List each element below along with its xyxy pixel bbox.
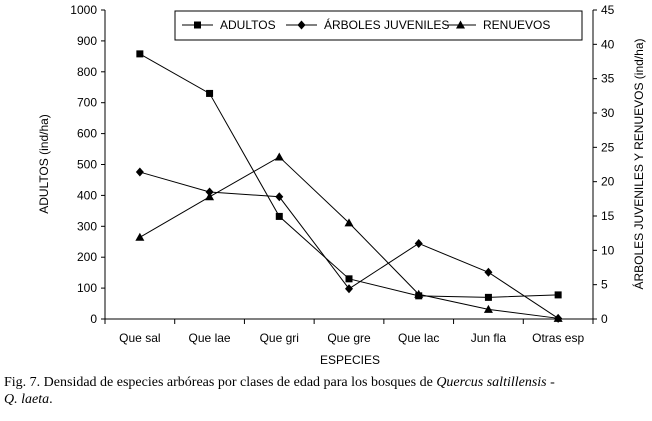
right-tick-label: 10 [601,243,615,257]
data-point [205,187,214,197]
data-point [206,89,214,97]
data-point [553,313,563,322]
series-line [139,53,559,298]
x-tick-label: Que gri [260,331,299,345]
x-tick-label: Que lac [398,331,439,345]
data-point [274,152,284,161]
caption-species-2: Q. laeta [4,392,50,407]
x-tick-label: Que gre [327,331,371,345]
x-tick-label: Que lae [189,331,231,345]
series-1 [135,167,563,323]
left-axis-ticks: 0 100 200 300 400 500 600 700 800 900 1000 [70,3,105,326]
series-2 [135,152,563,322]
caption-species-1: Quercus saltillensis [436,375,547,390]
right-tick-label: 35 [601,72,615,86]
left-tick-label: 300 [77,219,97,233]
right-tick-label: 20 [601,175,615,189]
data-point [484,293,492,301]
legend-label: RENUEVOS [483,18,550,32]
data-point [135,167,144,177]
data-point [275,192,284,202]
legend-label: ADULTOS [220,18,276,32]
data-point [344,218,354,227]
right-tick-label: 30 [601,106,615,120]
y-axis-title: ADULTOS (ind/ha) [37,114,51,214]
legend-box [174,10,583,41]
right-tick-label: 25 [601,140,615,154]
legend-marker [194,21,201,29]
left-tick-label: 400 [77,188,97,202]
left-tick-label: 0 [90,312,97,326]
chart: 0 100 200 300 400 500 600 700 800 900 1000 0 5 10 15 2… [37,3,646,367]
legend: ADULTOS ÁRBOLES JUVENILES RENUEVOS [174,10,583,41]
left-tick-label: 1000 [70,3,97,17]
figure-caption: Fig. 7. Densidad de especies arbóreas po… [4,374,564,408]
caption-suffix: . [49,392,53,407]
legend-marker [297,20,306,30]
left-tick-label: 100 [77,281,97,295]
data-point [414,289,424,298]
right-tick-label: 45 [601,3,615,17]
right-tick-label: 15 [601,209,615,223]
series-line [139,171,559,319]
data-point [135,232,145,241]
right-tick-label: 5 [601,278,608,292]
series-layer [135,50,563,323]
data-point [136,50,144,58]
left-tick-label: 600 [77,127,97,141]
legend-item-2: RENUEVOS [445,18,550,32]
data-point [414,238,423,248]
left-tick-label: 900 [77,34,97,48]
caption-separator: - [546,375,555,390]
series-0 [136,50,562,301]
caption-prefix: Fig. 7. Densidad de especies arbóreas po… [4,375,433,390]
right-tick-label: 0 [601,312,608,326]
axes [104,10,594,320]
x-tick-label: Otras esp [532,331,584,345]
x-tick-label: Jun fla [471,331,507,345]
data-point [345,275,353,283]
data-point [205,192,215,201]
left-tick-label: 800 [77,65,97,79]
x-tick-label: Que sal [119,331,160,345]
series-line [139,156,559,319]
legend-marker [456,20,465,29]
left-tick-label: 500 [77,158,97,172]
data-point [483,304,493,313]
legend-item-0: ADULTOS [182,18,276,32]
left-tick-label: 200 [77,250,97,264]
x-axis-ticks: Que sal Que lae Que gri Que gre Que lac Jun f… [104,319,594,345]
left-tick-label: 700 [77,96,97,110]
data-point [554,291,562,299]
data-point [484,267,493,277]
y2-axis-title: ÁRBOLES JUVENILES Y RENUEVOS (ind/ha) [631,39,646,290]
legend-item-1: ÁRBOLES JUVENILES [286,17,449,32]
data-point [275,212,283,220]
right-tick-label: 40 [601,37,615,51]
x-axis-title: ESPECIES [320,353,380,367]
right-axis-ticks: 0 5 10 15 20 25 30 35 40 45 [593,3,615,326]
data-point [345,284,353,294]
legend-label: ÁRBOLES JUVENILES [324,17,449,32]
